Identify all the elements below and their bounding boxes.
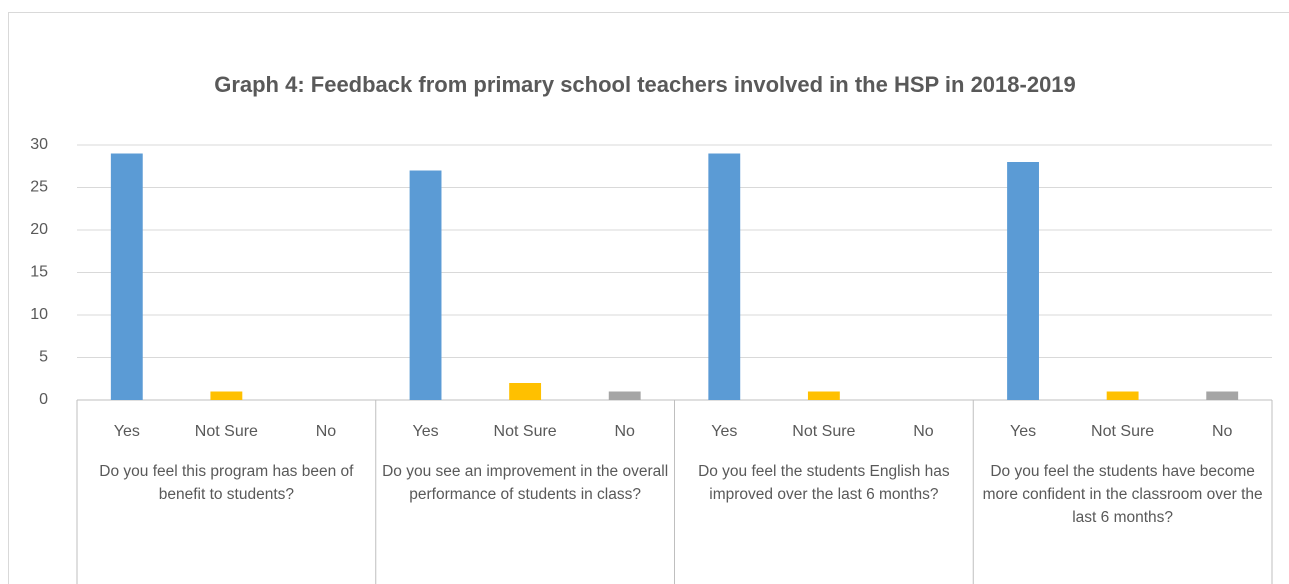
x-tick-label: Yes [114,423,140,440]
y-tick-label: 20 [30,221,48,238]
group-label: Do you see an improvement in the overall… [382,463,669,503]
x-tick-label: Not Sure [792,423,855,440]
x-tick-label: No [913,423,934,440]
y-tick-label: 5 [39,349,48,366]
x-tick-label: Yes [711,423,737,440]
bar [1206,391,1239,400]
group-label: Do you feel this program has been of ben… [99,463,354,503]
bar [708,153,741,400]
x-tick-label: Yes [412,423,438,440]
bar [110,153,143,400]
group-label: Do you feel the students English has imp… [698,463,950,503]
y-tick-label: 25 [30,179,48,196]
x-tick-label: No [1212,423,1233,440]
bar [807,391,840,400]
group-label: Do you feel the students have become mor… [982,463,1263,526]
x-tick-label: Yes [1010,423,1036,440]
bar [210,391,243,400]
bar [608,391,641,400]
y-tick-label: 10 [30,306,48,323]
chart-title: Graph 4: Feedback from primary school te… [214,72,1076,97]
bar [409,170,442,400]
bar [1007,162,1039,400]
bar [1106,391,1139,400]
x-tick-label: Not Sure [195,423,258,440]
x-tick-label: Not Sure [494,423,557,440]
y-tick-label: 0 [39,391,48,408]
x-tick-label: No [316,423,337,440]
y-tick-label: 15 [30,264,48,281]
x-tick-label: Not Sure [1091,423,1154,440]
bar [509,383,542,400]
y-tick-label: 30 [30,136,48,153]
chart-border [8,12,1289,584]
x-tick-label: No [614,423,635,440]
